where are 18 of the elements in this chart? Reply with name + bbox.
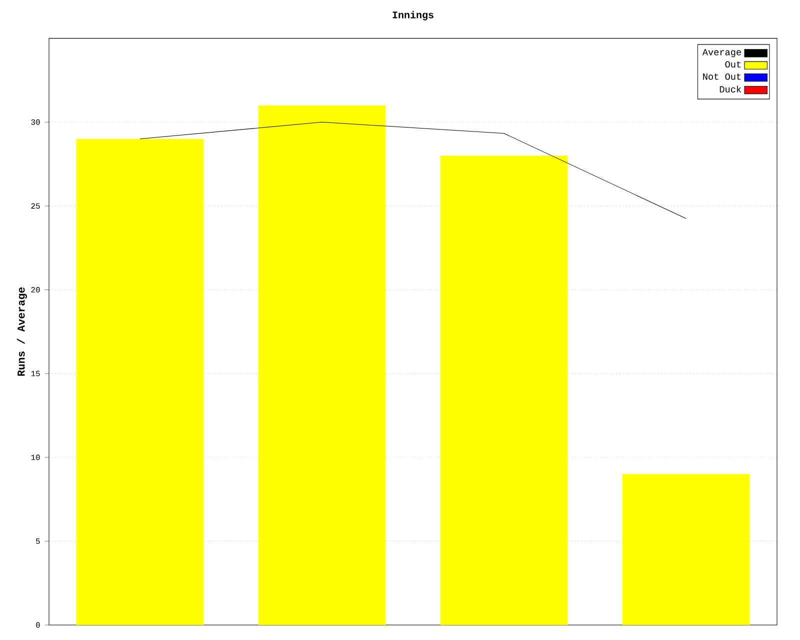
y-tick-label: 30	[31, 119, 40, 125]
bar	[258, 105, 386, 625]
y-tick-label: 15	[31, 370, 40, 376]
y-tick-label: 0	[36, 622, 40, 628]
bar	[76, 138, 204, 625]
line-series	[140, 122, 686, 219]
y-tick-label: 5	[36, 538, 40, 544]
bar	[440, 156, 568, 625]
y-axis-title: Runs / Average	[16, 287, 27, 376]
bar	[622, 474, 750, 625]
chart-title: Innings	[392, 10, 434, 20]
legend-label: Average	[702, 49, 741, 58]
legend-label: Out	[725, 61, 741, 68]
y-tick-label: 25	[31, 203, 40, 209]
y-tick-label: 10	[31, 454, 40, 460]
y-tick-label: 20	[31, 287, 40, 292]
legend-label: Duck	[720, 86, 742, 93]
legend-label: Not Out	[703, 73, 741, 80]
